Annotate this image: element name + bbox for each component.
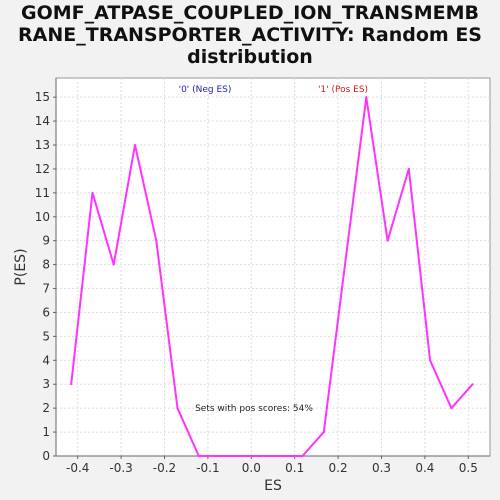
data-point — [70, 383, 73, 386]
y-tick-label: 3 — [42, 377, 50, 391]
data-point — [386, 239, 389, 242]
y-tick-label: 15 — [35, 90, 50, 104]
data-point — [429, 359, 432, 362]
data-point — [344, 263, 347, 266]
y-tick-label: 4 — [42, 353, 50, 367]
data-point — [282, 455, 285, 457]
y-axis-title: P(ES) — [13, 248, 29, 285]
x-axis-title: ES — [264, 478, 282, 494]
es-distribution-line — [70, 96, 474, 457]
data-point — [112, 263, 115, 266]
y-tick-label: 9 — [42, 234, 50, 248]
data-point — [407, 167, 410, 170]
data-point — [365, 96, 368, 99]
data-point — [155, 239, 158, 242]
y-tick-label: 7 — [42, 282, 50, 296]
data-point — [133, 143, 136, 146]
x-tick-label: -0.4 — [66, 461, 89, 475]
plot-area — [55, 77, 491, 457]
x-tick-label: 0.2 — [329, 461, 348, 475]
data-point — [197, 455, 200, 457]
legend-neg-es: '0' (Neg ES) — [179, 85, 232, 95]
series-layer — [70, 96, 474, 457]
x-tick-label: 0.4 — [415, 461, 434, 475]
data-point — [301, 455, 304, 457]
y-tick-label: 5 — [42, 329, 50, 343]
y-tick-label: 2 — [42, 401, 50, 415]
chart-title: GOMF_ATPASE_COUPLED_ION_TRANSMEMB RANE_T… — [0, 2, 500, 68]
pos-scores-annotation: Sets with pos scores: 54% — [195, 404, 313, 414]
y-tick-label: 6 — [42, 305, 50, 319]
x-tick-label: -0.1 — [196, 461, 219, 475]
chart-title-line-1: GOMF_ATPASE_COUPLED_ION_TRANSMEMB — [21, 2, 479, 24]
data-point — [176, 407, 179, 410]
grid-lines — [56, 78, 490, 457]
x-tick-label: 0.3 — [372, 461, 391, 475]
y-tick-label: 11 — [35, 186, 50, 200]
data-point — [471, 383, 474, 386]
data-point — [322, 431, 325, 434]
y-tick-label: 10 — [35, 210, 50, 224]
data-point — [219, 455, 222, 457]
x-tick-label: 0.0 — [242, 461, 261, 475]
y-tick-label: 1 — [42, 425, 50, 439]
x-tick-label: 0.5 — [459, 461, 478, 475]
data-point — [91, 191, 94, 194]
y-tick-label: 12 — [35, 162, 50, 176]
data-point — [450, 407, 453, 410]
chart-title-line-3: distribution — [187, 46, 313, 68]
data-point — [261, 455, 264, 457]
x-tick-label: -0.2 — [153, 461, 176, 475]
x-tick-label: 0.1 — [285, 461, 304, 475]
x-tick-label: -0.3 — [109, 461, 132, 475]
y-tick-label: 8 — [42, 258, 50, 272]
y-tick-label: 13 — [35, 138, 50, 152]
y-tick-label: 14 — [35, 114, 50, 128]
chart-title-line-2: RANE_TRANSPORTER_ACTIVITY: Random ES — [18, 24, 482, 46]
legend-pos-es: '1' (Pos ES) — [318, 85, 368, 95]
y-tick-label: 0 — [42, 449, 50, 463]
data-point — [240, 455, 243, 457]
